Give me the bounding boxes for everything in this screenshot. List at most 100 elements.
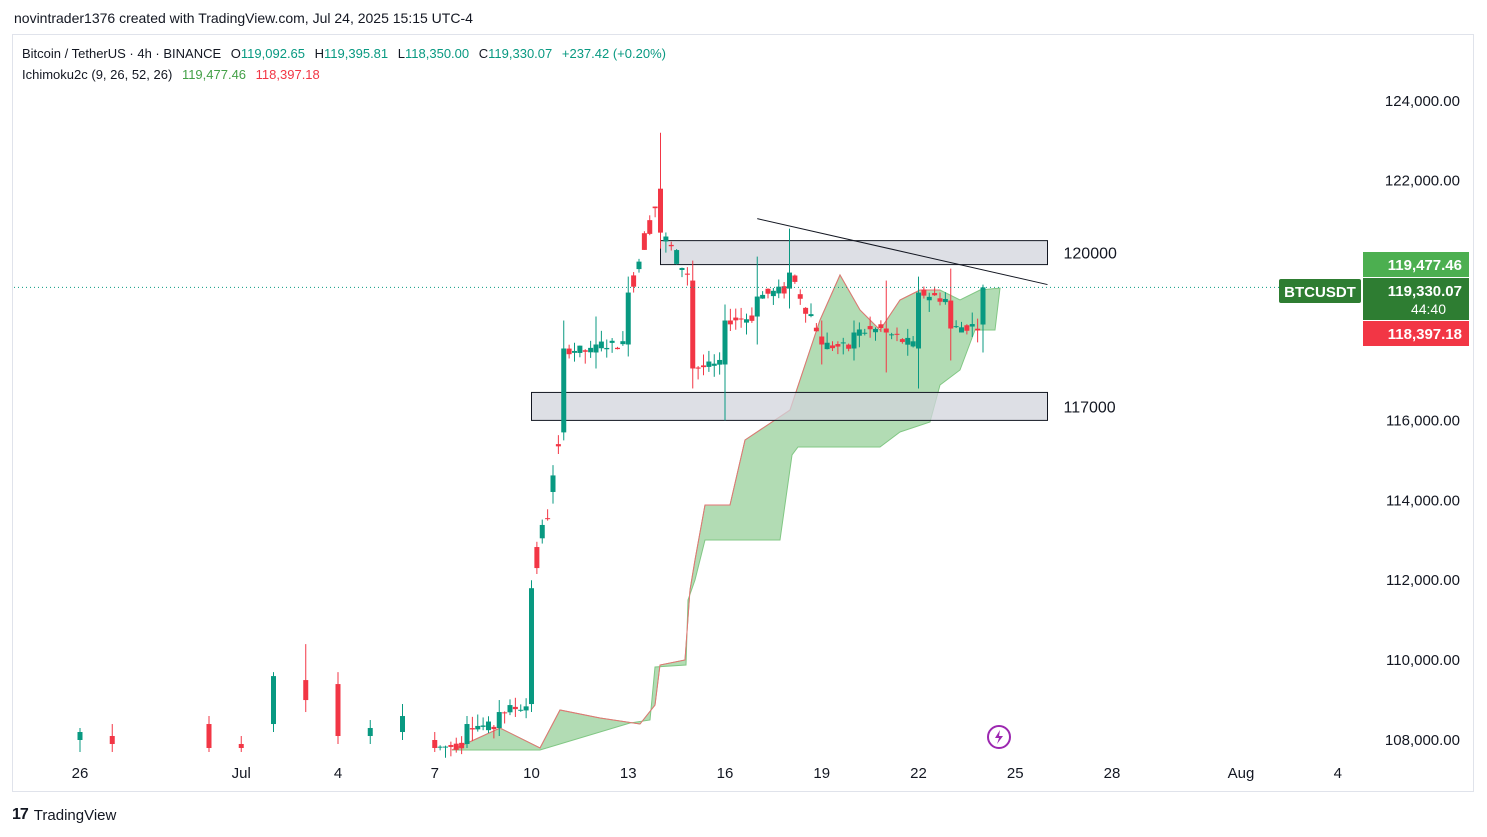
- candle-body[interactable]: [534, 547, 540, 569]
- candle-body[interactable]: [502, 712, 508, 714]
- candle-body[interactable]: [658, 188, 663, 233]
- indicator-tag-lower[interactable]: [1363, 321, 1469, 346]
- tradingview-footer[interactable]: 17 TradingView: [12, 806, 116, 824]
- candle-body[interactable]: [641, 233, 647, 250]
- candle-body[interactable]: [491, 726, 497, 730]
- candle-body[interactable]: [808, 314, 814, 317]
- candle-body[interactable]: [609, 340, 615, 343]
- candle-body[interactable]: [727, 320, 733, 325]
- symbol-tag[interactable]: [1279, 279, 1361, 303]
- candle-body[interactable]: [523, 706, 529, 711]
- candle-body[interactable]: [400, 716, 405, 733]
- candle-body[interactable]: [555, 444, 561, 447]
- candle-body[interactable]: [303, 680, 309, 701]
- candle-body[interactable]: [856, 329, 862, 336]
- candle-body[interactable]: [905, 337, 911, 345]
- candle-body[interactable]: [496, 712, 502, 729]
- candle-body[interactable]: [271, 676, 276, 725]
- candle-body[interactable]: [862, 332, 868, 334]
- candle-body[interactable]: [475, 725, 481, 730]
- candle-body[interactable]: [539, 524, 545, 539]
- candle-body[interactable]: [899, 339, 905, 342]
- candle-body[interactable]: [948, 300, 954, 329]
- candle-body[interactable]: [529, 588, 534, 705]
- candle-body[interactable]: [604, 347, 610, 350]
- candle-body[interactable]: [550, 475, 556, 492]
- candle-body[interactable]: [615, 347, 620, 350]
- candle-body[interactable]: [781, 286, 787, 294]
- candle-body[interactable]: [625, 292, 631, 345]
- candle-body[interactable]: [760, 294, 766, 299]
- indicator-tag-upper[interactable]: [1363, 252, 1469, 277]
- candle-body[interactable]: [797, 294, 803, 299]
- candle-body[interactable]: [975, 328, 981, 331]
- candle-body[interactable]: [711, 363, 717, 366]
- candle-body[interactable]: [518, 709, 524, 711]
- candle-body[interactable]: [916, 292, 921, 349]
- zone-rect[interactable]: [660, 240, 1048, 266]
- candle-body[interactable]: [109, 736, 115, 744]
- candle-body[interactable]: [932, 293, 938, 296]
- zone-rect[interactable]: [531, 391, 1048, 421]
- chart-frame[interactable]: [12, 34, 1474, 792]
- candle-body[interactable]: [507, 705, 513, 713]
- candle-body[interactable]: [964, 325, 970, 331]
- candle-body[interactable]: [959, 327, 964, 333]
- candle-body[interactable]: [206, 724, 212, 748]
- candle-body[interactable]: [448, 745, 454, 747]
- candle-body[interactable]: [77, 732, 83, 740]
- candle-body[interactable]: [566, 348, 572, 355]
- candle-body[interactable]: [980, 287, 986, 325]
- candle-body[interactable]: [803, 307, 809, 314]
- candle-body[interactable]: [464, 724, 470, 744]
- candle-body[interactable]: [572, 350, 577, 353]
- candle-body[interactable]: [459, 742, 465, 749]
- candle-body[interactable]: [926, 296, 932, 301]
- current-price-tag[interactable]: [1363, 278, 1469, 320]
- candle-body[interactable]: [717, 359, 723, 365]
- candle-body[interactable]: [770, 290, 776, 297]
- candle-body[interactable]: [889, 334, 895, 336]
- candle-body[interactable]: [512, 706, 518, 710]
- candle-body[interactable]: [588, 347, 594, 353]
- candle-body[interactable]: [883, 328, 889, 333]
- candle-body[interactable]: [953, 326, 959, 328]
- candle-body[interactable]: [749, 315, 755, 321]
- candle-body[interactable]: [577, 345, 583, 353]
- candle-body[interactable]: [668, 244, 674, 247]
- candle-body[interactable]: [663, 236, 669, 242]
- candle-body[interactable]: [910, 341, 916, 347]
- candle-body[interactable]: [744, 319, 749, 323]
- candle-body[interactable]: [824, 342, 830, 350]
- candle-body[interactable]: [878, 324, 884, 329]
- candle-body[interactable]: [652, 206, 658, 209]
- candle-body[interactable]: [684, 273, 690, 275]
- candle-body[interactable]: [942, 298, 948, 303]
- candle-body[interactable]: [636, 261, 642, 270]
- candle-body[interactable]: [846, 344, 852, 349]
- indicator-legend[interactable]: Ichimoku2c (9, 26, 52, 26) 119,477.46 11…: [22, 67, 326, 82]
- candle-body[interactable]: [706, 361, 712, 367]
- symbol-legend[interactable]: Bitcoin / TetherUS · 4h · BINANCE O119,0…: [22, 46, 672, 61]
- candle-body[interactable]: [738, 318, 744, 320]
- candle-body[interactable]: [937, 298, 943, 302]
- candle-body[interactable]: [754, 296, 760, 317]
- candle-body[interactable]: [679, 267, 685, 270]
- candle-body[interactable]: [765, 288, 771, 294]
- candle-body[interactable]: [582, 350, 588, 352]
- candle-body[interactable]: [792, 275, 798, 282]
- candle-body[interactable]: [787, 272, 792, 289]
- lightning-icon[interactable]: [987, 725, 1011, 749]
- candle-body[interactable]: [969, 324, 975, 327]
- candle-body[interactable]: [830, 345, 835, 349]
- candle-body[interactable]: [733, 317, 739, 321]
- candle-body[interactable]: [867, 326, 873, 330]
- candle-body[interactable]: [238, 743, 244, 748]
- candle-body[interactable]: [835, 344, 841, 347]
- candle-body[interactable]: [620, 341, 626, 345]
- trendline[interactable]: [757, 218, 1048, 286]
- candle-body[interactable]: [443, 746, 448, 748]
- candle-body[interactable]: [722, 320, 728, 365]
- candle-body[interactable]: [598, 341, 604, 349]
